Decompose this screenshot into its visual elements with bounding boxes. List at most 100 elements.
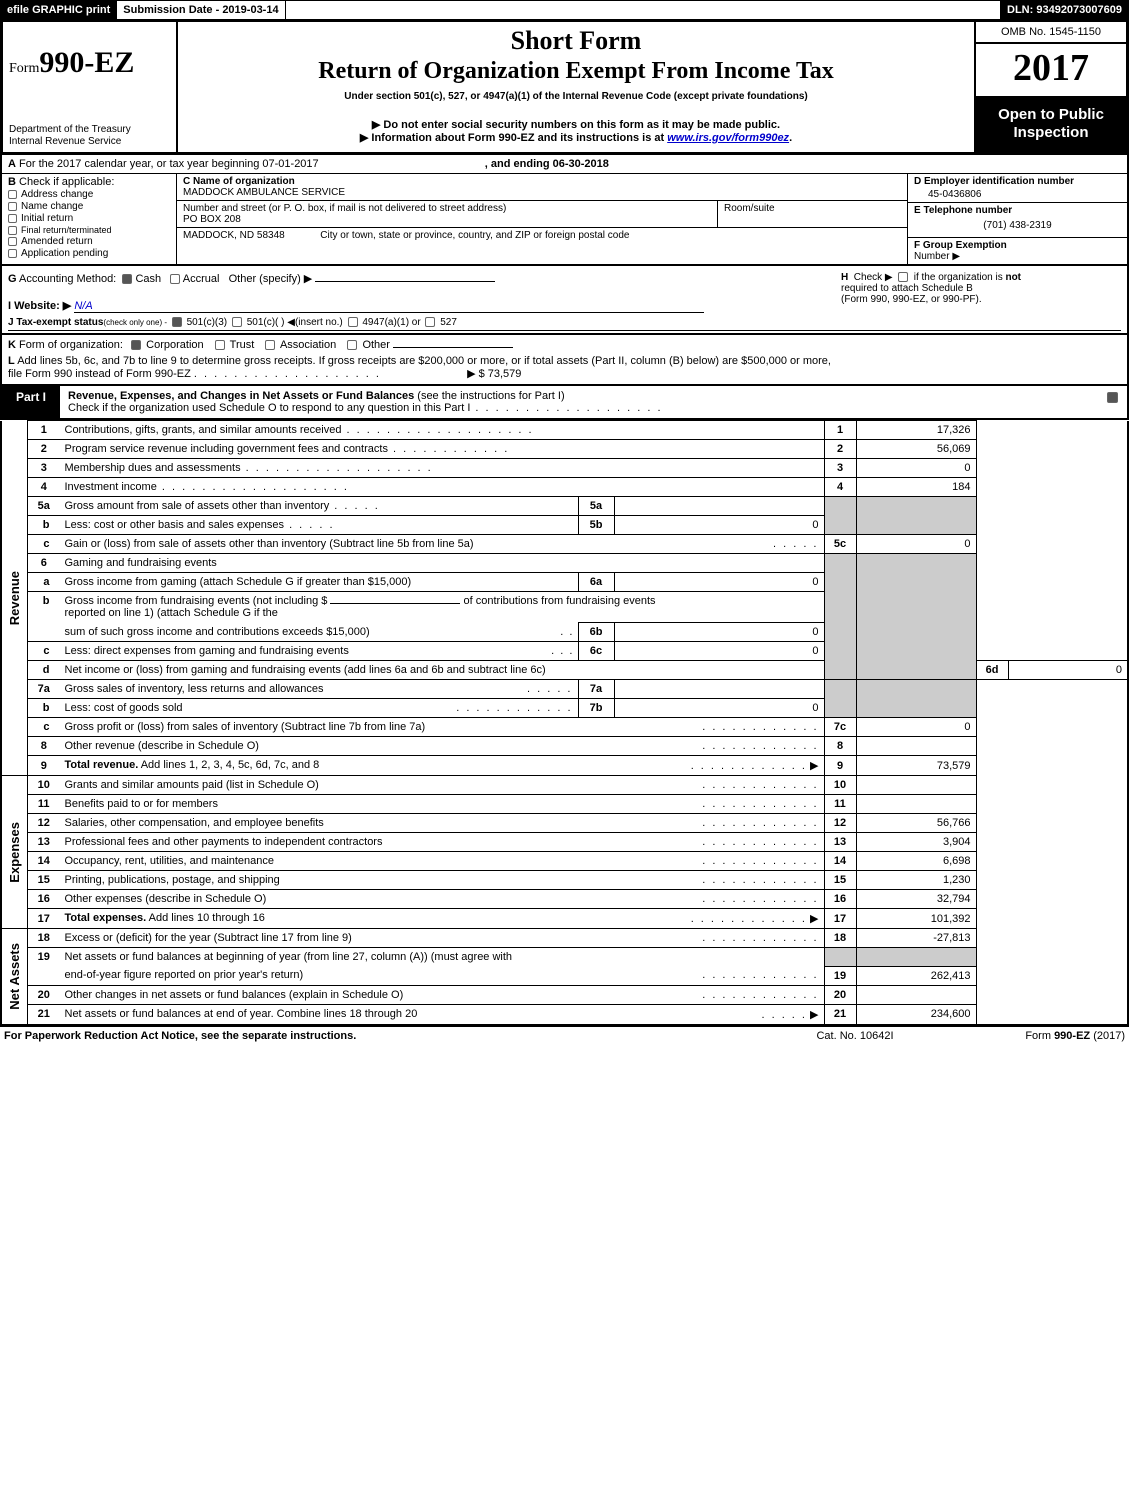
lbl-application-pending: Application pending xyxy=(21,248,108,259)
chk-cash[interactable] xyxy=(122,274,132,284)
chk-final-return[interactable] xyxy=(8,226,17,235)
l11-desc: Benefits paid to or for members xyxy=(65,798,218,810)
footer-cat: Cat. No. 10642I xyxy=(755,1030,955,1042)
l6a-mbox: 6a xyxy=(578,573,614,592)
lbl-association: Association xyxy=(280,339,336,351)
l7a-mval xyxy=(614,680,824,699)
l11-box: 11 xyxy=(824,795,856,814)
l7c-desc: Gross profit or (loss) from sales of inv… xyxy=(65,721,426,733)
lbl-final-return: Final return/terminated xyxy=(21,225,112,235)
l6d-amt: 0 xyxy=(1008,661,1128,680)
part-i-title: Revenue, Expenses, and Changes in Net As… xyxy=(68,390,414,402)
lbl-cash: Cash xyxy=(135,273,161,285)
part-i-dots xyxy=(470,402,662,414)
chk-accrual[interactable] xyxy=(170,274,180,284)
short-form-title: Short Form xyxy=(186,26,966,56)
dept-irs: Internal Revenue Service xyxy=(9,136,170,148)
l7b-desc: Less: cost of goods sold xyxy=(65,702,183,714)
chk-other-org[interactable] xyxy=(347,340,357,350)
room-lbl: Room/suite xyxy=(724,203,775,214)
footer-right-pre: Form xyxy=(1025,1030,1054,1042)
l9-amt: 73,579 xyxy=(856,756,976,776)
return-title: Return of Organization Exempt From Incom… xyxy=(186,58,966,85)
l10-desc: Grants and similar amounts paid (list in… xyxy=(65,779,319,791)
l16-box: 16 xyxy=(824,890,856,909)
chk-h[interactable] xyxy=(898,272,908,282)
open-line1: Open to Public xyxy=(980,106,1122,124)
l1-desc: Contributions, gifts, grants, and simila… xyxy=(65,424,342,436)
lbl-4947: 4947(a)(1) or xyxy=(362,317,420,328)
l3-amt: 0 xyxy=(856,459,976,478)
lbl-501c3: 501(c)(3) xyxy=(187,317,228,328)
l1-amt: 17,326 xyxy=(856,421,976,440)
l18-amt: -27,813 xyxy=(856,929,976,948)
chk-application-pending[interactable] xyxy=(8,249,17,258)
l20-box: 20 xyxy=(824,985,856,1004)
lbl-name-change: Name change xyxy=(21,201,83,212)
org-info-block: B Check if applicable: Address change Na… xyxy=(0,174,1129,266)
l5b-desc: Less: cost or other basis and sales expe… xyxy=(65,519,285,531)
chk-corporation[interactable] xyxy=(131,340,141,350)
l18-desc: Excess or (deficit) for the year (Subtra… xyxy=(65,932,352,944)
l21-desc: Net assets or fund balances at end of ye… xyxy=(65,1008,418,1020)
l6b2-desc: sum of such gross income and contributio… xyxy=(65,626,370,638)
l5a-mval xyxy=(614,497,824,516)
chk-trust[interactable] xyxy=(215,340,225,350)
l3-desc: Membership dues and assessments xyxy=(65,462,241,474)
page-footer: For Paperwork Reduction Act Notice, see … xyxy=(0,1026,1129,1045)
chk-association[interactable] xyxy=(265,340,275,350)
l21-amt: 234,600 xyxy=(856,1004,976,1025)
info-link[interactable]: www.irs.gov/form990ez xyxy=(667,132,789,144)
lines-table: Revenue 1 Contributions, gifts, grants, … xyxy=(0,420,1129,1026)
part-i-tab: Part I xyxy=(2,386,60,418)
l17-desc: Total expenses. xyxy=(65,912,147,924)
omb-number: OMB No. 1545-1150 xyxy=(976,22,1126,44)
l-text1: Add lines 5b, 6c, and 7b to line 9 to de… xyxy=(17,355,831,367)
l12-box: 12 xyxy=(824,814,856,833)
l6-desc: Gaming and fundraising events xyxy=(65,557,217,569)
a-ending: , and ending 06-30-2018 xyxy=(485,158,609,170)
l4-box: 4 xyxy=(824,478,856,497)
l17-desc2: Add lines 10 through 16 xyxy=(146,912,265,924)
l19-desc2: end-of-year figure reported on prior yea… xyxy=(65,969,304,981)
org-name: MADDOCK AMBULANCE SERVICE xyxy=(183,187,345,198)
form-header: Form990-EZ Department of the Treasury In… xyxy=(0,20,1129,155)
website-value[interactable]: N/A xyxy=(74,300,92,312)
part-i-check-text: Check if the organization used Schedule … xyxy=(68,402,470,414)
l1-box: 1 xyxy=(824,421,856,440)
l6b-desc2: of contributions from fundraising events xyxy=(464,595,656,607)
city-lbl: City or town, state or province, country… xyxy=(320,230,629,241)
lbl-accrual: Accrual xyxy=(183,273,220,285)
footer-left: For Paperwork Reduction Act Notice, see … xyxy=(4,1030,755,1042)
a-label: A xyxy=(8,158,16,170)
k-text: Form of organization: xyxy=(19,339,123,351)
efile-tag: efile GRAPHIC print xyxy=(0,0,117,20)
chk-501c[interactable] xyxy=(232,317,242,327)
chk-527[interactable] xyxy=(425,317,435,327)
form-prefix: Form xyxy=(9,61,39,76)
header-right: OMB No. 1545-1150 2017 Open to Public In… xyxy=(976,22,1126,152)
l12-amt: 56,766 xyxy=(856,814,976,833)
l6c-desc: Less: direct expenses from gaming and fu… xyxy=(65,645,349,657)
lbl-amended-return: Amended return xyxy=(21,236,93,247)
chk-initial-return[interactable] xyxy=(8,214,17,223)
l16-desc: Other expenses (describe in Schedule O) xyxy=(65,893,267,905)
chk-501c3[interactable] xyxy=(172,317,182,327)
f-label: F Group Exemption xyxy=(914,240,1007,251)
chk-amended-return[interactable] xyxy=(8,237,17,246)
k-l-block: K Form of organization: Corporation Trus… xyxy=(0,335,1129,386)
lbl-trust: Trust xyxy=(230,339,255,351)
chk-address-change[interactable] xyxy=(8,190,17,199)
chk-schedule-o[interactable] xyxy=(1107,392,1118,403)
lbl-corporation: Corporation xyxy=(146,339,203,351)
part-i-header: Part I Revenue, Expenses, and Changes in… xyxy=(0,386,1129,420)
open-to-public: Open to Public Inspection xyxy=(976,98,1126,152)
l2-amt: 56,069 xyxy=(856,440,976,459)
chk-4947[interactable] xyxy=(348,317,358,327)
l9-desc2: Add lines 1, 2, 3, 4, 5c, 6d, 7c, and 8 xyxy=(138,759,319,771)
k-label: K xyxy=(8,339,16,351)
section-c: C Name of organization MADDOCK AMBULANCE… xyxy=(177,174,907,264)
chk-name-change[interactable] xyxy=(8,202,17,211)
j-label: J Tax-exempt status xyxy=(8,317,103,328)
l10-amt xyxy=(856,776,976,795)
